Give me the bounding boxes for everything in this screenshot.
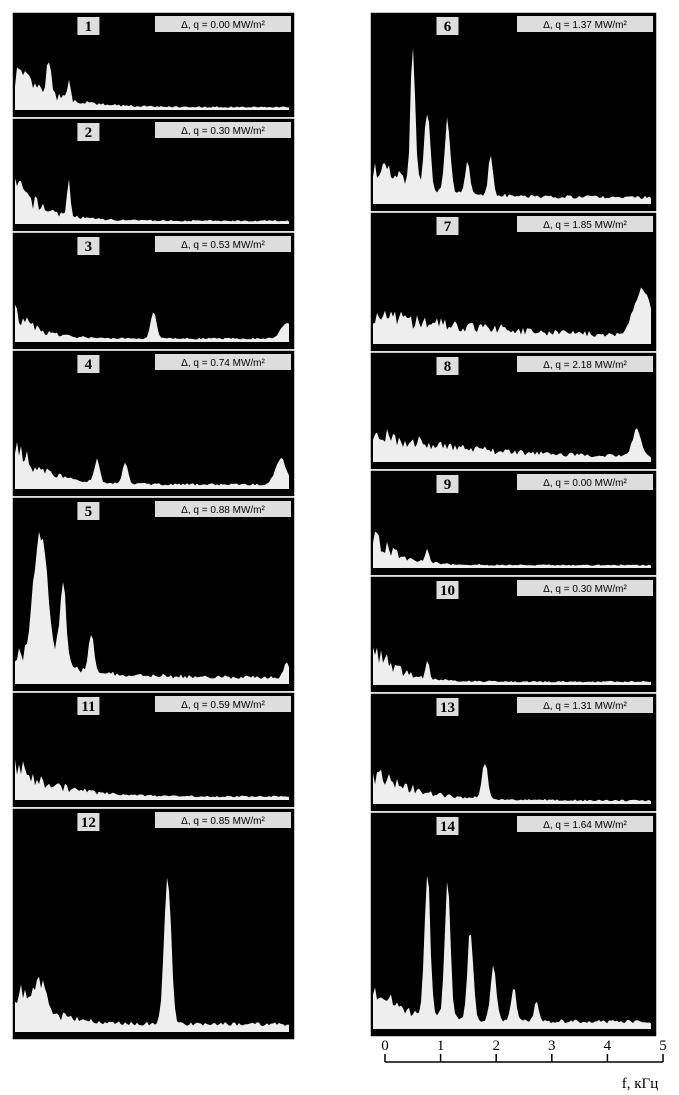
tick-label: 1: [437, 1038, 445, 1054]
panel-annotation: Δ, q = 1.85 MW/m²: [543, 220, 627, 231]
panel: 1 Δ, q = 0.00 MW/m²: [12, 12, 295, 118]
panel: 4 Δ, q = 0.74 MW/m²: [12, 350, 295, 497]
tick-label: 5: [659, 1038, 667, 1054]
panel-annotation: Δ, q = 0.30 MW/m²: [181, 126, 265, 137]
panel-label: 10: [440, 583, 455, 599]
panel-label: 5: [85, 504, 93, 520]
panel-annotation: Δ, q = 1.31 MW/m²: [543, 701, 627, 712]
panel-label: 14: [440, 819, 456, 835]
panel-label: 4: [85, 357, 93, 373]
panel-annotation: Δ, q = 0.74 MW/m²: [181, 358, 265, 369]
tick-label: 0: [381, 1038, 389, 1054]
panel-label: 9: [444, 477, 452, 493]
panel-annotation: Δ, q = 2.18 MW/m²: [543, 360, 627, 371]
panel: 12 Δ, q = 0.85 MW/m²: [12, 808, 295, 1040]
tick-label: 3: [548, 1038, 556, 1054]
panel-annotation: Δ, q = 0.30 MW/m²: [543, 584, 627, 595]
panel-label: 3: [85, 239, 93, 255]
panel-label: 11: [81, 699, 95, 715]
panel: 13 Δ, q = 1.31 MW/m²: [370, 693, 657, 812]
figure: 1 Δ, q = 0.00 MW/m² 2 Δ, q = 0.30 MW/m² 3 Δ, …: [0, 0, 679, 1095]
page: {"panels": [ {"label": "1", "annotation"…: [0, 0, 679, 1095]
panel-label: 8: [444, 359, 452, 375]
panel-background: [12, 808, 295, 1040]
panel: 14 Δ, q = 1.64 MW/m²: [370, 812, 657, 1037]
axis-label: f, кГц: [622, 1076, 658, 1092]
panel-label: 13: [440, 700, 455, 716]
panel-annotation: Δ, q = 1.64 MW/m²: [543, 820, 627, 831]
panel-annotation: Δ, q = 0.88 MW/m²: [181, 505, 265, 516]
panel: 5 Δ, q = 0.88 MW/m²: [12, 497, 295, 692]
panel: 10 Δ, q = 0.30 MW/m²: [370, 576, 657, 693]
panel-label: 7: [444, 219, 452, 235]
panel: 2 Δ, q = 0.30 MW/m²: [12, 118, 295, 232]
panel-background: [12, 350, 295, 497]
panel-label: 1: [85, 19, 93, 35]
panel-annotation: Δ, q = 1.37 MW/m²: [543, 20, 627, 31]
panel: 9 Δ, q = 0.00 MW/m²: [370, 470, 657, 576]
panel-annotation: Δ, q = 0.00 MW/m²: [543, 478, 627, 489]
panel-label: 2: [85, 125, 93, 141]
tick-label: 2: [492, 1038, 500, 1054]
panel: 8 Δ, q = 2.18 MW/m²: [370, 352, 657, 470]
panel-annotation: Δ, q = 0.00 MW/m²: [181, 20, 265, 31]
panel: 11 Δ, q = 0.59 MW/m²: [12, 692, 295, 808]
panel-annotation: Δ, q = 0.85 MW/m²: [181, 816, 265, 827]
panel: 7 Δ, q = 1.85 MW/m²: [370, 212, 657, 352]
tick-label: 4: [604, 1038, 612, 1054]
panel-label: 6: [444, 19, 452, 35]
panel-annotation: Δ, q = 0.59 MW/m²: [181, 700, 265, 711]
panel-annotation: Δ, q = 0.53 MW/m²: [181, 240, 265, 251]
panel-label: 12: [81, 815, 96, 831]
panel: 6 Δ, q = 1.37 MW/m²: [370, 12, 657, 212]
panel: 3 Δ, q = 0.53 MW/m²: [12, 232, 295, 350]
